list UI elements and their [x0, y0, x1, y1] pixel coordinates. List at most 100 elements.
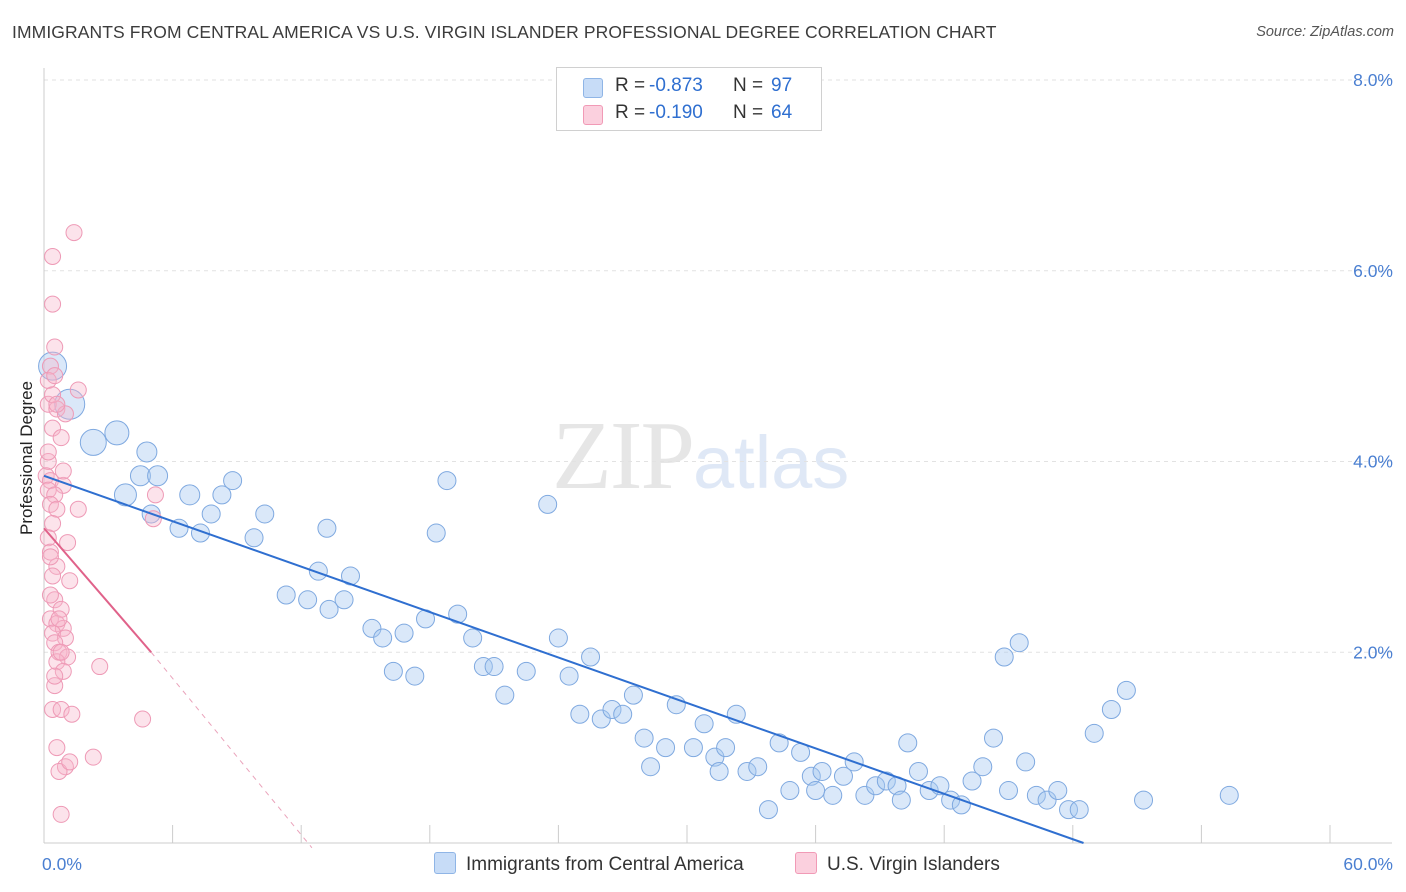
data-point-virgin-islanders	[39, 529, 57, 547]
data-point-central-america	[602, 699, 622, 719]
data-point-central-america	[748, 757, 768, 777]
data-point-central-america	[1084, 723, 1104, 743]
data-point-virgin-islanders	[48, 395, 66, 413]
data-point-central-america	[104, 420, 130, 446]
data-point-central-america	[538, 494, 558, 514]
data-point-central-america	[994, 647, 1014, 667]
bottom-legend-virgin-islanders: U.S. Virgin Islanders	[795, 852, 1000, 876]
data-point-virgin-islanders	[39, 453, 57, 470]
data-point-virgin-islanders	[69, 500, 87, 518]
data-point-central-america	[1037, 790, 1057, 810]
series-central-america-points	[38, 351, 1239, 820]
data-point-central-america	[908, 761, 928, 781]
data-point-virgin-islanders	[84, 748, 102, 766]
legend-r-value: -0.873	[649, 75, 703, 96]
data-point-virgin-islanders	[46, 367, 64, 385]
legend-n-label: N =	[733, 75, 764, 96]
data-point-central-america	[276, 585, 296, 605]
data-point-virgin-islanders	[46, 338, 64, 356]
data-point-central-america	[334, 590, 354, 610]
data-point-virgin-islanders	[46, 667, 64, 685]
data-point-central-america	[898, 733, 918, 753]
data-point-virgin-islanders	[52, 700, 70, 718]
data-point-virgin-islanders	[61, 753, 79, 771]
data-point-central-america	[319, 599, 339, 619]
y-axis-label: Professional Degree	[17, 381, 36, 535]
trend-line-central-america	[43, 474, 1084, 844]
data-point-central-america	[855, 785, 875, 805]
data-point-virgin-islanders	[65, 224, 83, 242]
legend-swatch-blue	[583, 78, 603, 98]
source-credit: Source: ZipAtlas.com	[1256, 24, 1394, 40]
data-point-central-america	[1016, 752, 1036, 772]
data-point-central-america	[801, 766, 821, 786]
data-point-virgin-islanders	[46, 486, 64, 504]
data-point-central-america	[298, 590, 318, 610]
legend-n-value: 97	[771, 75, 793, 96]
data-point-virgin-islanders	[134, 710, 152, 728]
data-point-virgin-islanders	[54, 662, 72, 680]
data-point-virgin-islanders	[48, 500, 66, 518]
data-point-central-america	[983, 728, 1003, 748]
data-point-central-america	[758, 800, 778, 820]
data-point-central-america	[113, 483, 137, 507]
data-point-central-america	[570, 704, 590, 724]
watermark-zip: ZIP	[552, 402, 695, 510]
data-point-virgin-islanders	[39, 395, 57, 413]
data-point-central-america	[437, 471, 457, 491]
data-point-central-america	[716, 738, 736, 758]
data-point-virgin-islanders	[46, 634, 64, 652]
bottom-legend-label-virgin-islanders: U.S. Virgin Islanders	[827, 854, 1000, 875]
data-point-central-america	[737, 761, 757, 781]
data-point-central-america	[1116, 680, 1136, 700]
y-tick-label: 2.0%	[1353, 642, 1393, 662]
data-point-central-america	[201, 504, 221, 524]
stats-legend: R = -0.873 N = 97 R = -0.190 N = 64	[556, 67, 822, 131]
y-tick-label: 6.0%	[1353, 261, 1393, 281]
data-point-central-america	[383, 661, 403, 681]
data-point-central-america	[951, 795, 971, 815]
data-point-virgin-islanders	[59, 534, 77, 552]
legend-n-value: 64	[771, 102, 793, 123]
data-point-central-america	[179, 484, 201, 506]
data-point-central-america	[1069, 800, 1089, 820]
data-point-virgin-islanders	[91, 658, 109, 676]
data-point-central-america	[1009, 633, 1029, 653]
data-point-virgin-islanders	[144, 510, 162, 528]
data-point-central-america	[1059, 800, 1079, 820]
data-point-central-america	[212, 485, 232, 505]
trend-lines	[43, 474, 1084, 849]
data-point-virgin-islanders	[41, 548, 59, 566]
data-point-central-america	[54, 388, 86, 420]
data-point-virgin-islanders	[44, 247, 62, 265]
data-point-central-america	[694, 714, 714, 734]
watermark-atlas: atlas	[693, 421, 850, 504]
data-point-central-america	[1101, 699, 1121, 719]
data-point-central-america	[1219, 785, 1239, 805]
data-point-virgin-islanders	[48, 653, 66, 671]
data-point-central-america	[169, 518, 189, 538]
data-point-central-america	[833, 766, 853, 786]
data-point-central-america	[683, 738, 703, 758]
data-point-central-america	[656, 738, 676, 758]
bottom-legend-label-central-america: Immigrants from Central America	[466, 854, 744, 875]
data-point-central-america	[426, 523, 446, 543]
legend-n-label: N =	[733, 102, 764, 123]
data-point-central-america	[495, 685, 515, 705]
data-point-virgin-islanders	[50, 610, 68, 628]
data-point-central-america	[448, 604, 468, 624]
data-point-virgin-islanders	[52, 429, 70, 447]
data-point-central-america	[806, 781, 826, 801]
data-point-central-america	[223, 471, 243, 491]
tick-labels: 2.0% 4.0% 6.0% 8.0% 0.0% 60.0%	[42, 70, 1393, 874]
data-point-central-america	[362, 618, 382, 638]
data-point-virgin-islanders	[61, 572, 79, 590]
data-point-virgin-islanders	[44, 567, 62, 585]
data-point-virgin-islanders	[52, 643, 70, 661]
chart-title: IMMIGRANTS FROM CENTRAL AMERICA VS U.S. …	[12, 22, 997, 42]
legend-r-label: R =	[615, 102, 646, 123]
data-point-central-america	[823, 785, 843, 805]
data-point-virgin-islanders	[69, 381, 87, 399]
y-tick-label: 4.0%	[1353, 452, 1393, 472]
